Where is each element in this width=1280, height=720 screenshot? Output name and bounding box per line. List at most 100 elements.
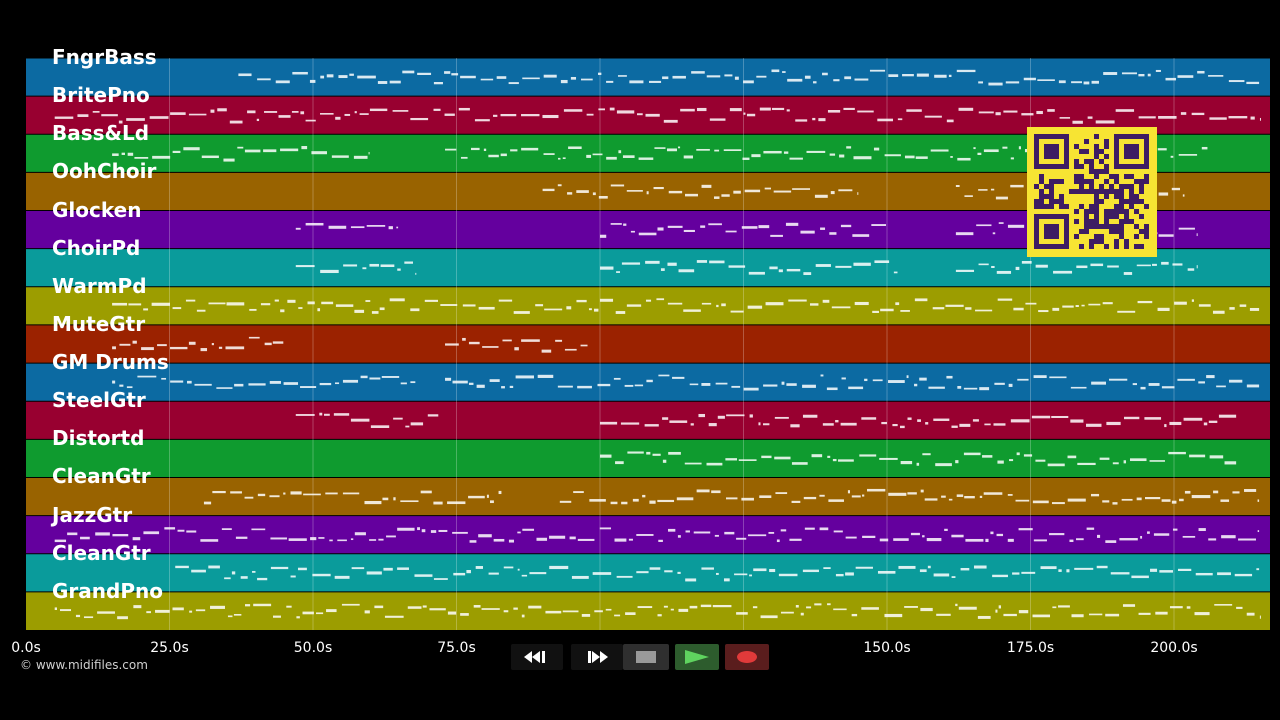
note (1062, 305, 1074, 308)
note (993, 423, 1006, 426)
note (919, 377, 927, 381)
note (845, 536, 857, 539)
note (344, 113, 351, 116)
track-label: GrandPno (52, 578, 163, 603)
note (620, 422, 640, 425)
note (840, 422, 857, 426)
stop-icon (636, 651, 656, 663)
note (543, 153, 555, 155)
note (343, 264, 358, 267)
note (392, 110, 409, 112)
note (451, 73, 459, 76)
note (478, 534, 492, 538)
note (386, 535, 396, 538)
note (1109, 378, 1128, 381)
note (175, 565, 189, 569)
note (734, 573, 748, 576)
note (1015, 499, 1030, 502)
note (200, 348, 208, 352)
note (861, 417, 877, 420)
rewind-button[interactable] (511, 644, 563, 670)
track-label: WarmPd (52, 273, 147, 298)
note (1186, 606, 1191, 609)
note (827, 603, 831, 606)
note (118, 120, 123, 124)
note (223, 158, 235, 162)
note (928, 386, 945, 389)
note (298, 307, 303, 309)
note (470, 147, 480, 151)
note (302, 611, 314, 615)
record-button[interactable] (725, 644, 769, 670)
note (955, 232, 974, 236)
note (774, 456, 791, 460)
note (899, 425, 905, 429)
note (1067, 455, 1077, 459)
note (835, 419, 839, 423)
note (1016, 452, 1020, 456)
note (717, 415, 725, 419)
note (1105, 613, 1120, 617)
note (1007, 494, 1013, 496)
note (366, 225, 386, 227)
note (1018, 610, 1029, 614)
note (701, 184, 712, 188)
note (172, 307, 182, 310)
note (1198, 528, 1206, 532)
note (389, 80, 401, 84)
note (893, 271, 898, 274)
track-label: FngrBass (52, 45, 157, 69)
note (224, 577, 231, 580)
note (1112, 502, 1118, 505)
note (1036, 110, 1043, 115)
note (897, 118, 903, 121)
note (1003, 613, 1017, 617)
play-button[interactable] (675, 644, 719, 670)
note (916, 73, 929, 77)
note (149, 116, 169, 119)
note (486, 494, 489, 498)
note (747, 305, 763, 309)
note (420, 490, 432, 494)
track-label: BritePno (52, 83, 150, 108)
note (838, 189, 853, 192)
note (874, 260, 890, 264)
note (857, 110, 874, 113)
note (421, 529, 426, 533)
note (944, 528, 948, 531)
note (738, 459, 757, 461)
note (854, 78, 869, 81)
note (1007, 224, 1025, 228)
note (924, 498, 938, 501)
note (822, 72, 828, 76)
note (795, 119, 808, 122)
stop-button[interactable] (623, 644, 669, 670)
note (851, 495, 861, 498)
fast-forward-button[interactable] (571, 644, 623, 670)
note (792, 188, 811, 190)
note (257, 493, 266, 497)
note (922, 535, 925, 538)
note (736, 537, 747, 540)
note (618, 150, 622, 154)
note (854, 301, 869, 306)
note (564, 348, 577, 351)
note (478, 306, 495, 310)
note (1097, 534, 1101, 538)
time-tick-label: 175.0s (1006, 640, 1055, 656)
note (1070, 419, 1084, 423)
note (573, 491, 584, 494)
note (996, 533, 1004, 537)
note (369, 108, 388, 112)
note (177, 529, 185, 532)
note (803, 272, 812, 276)
note (381, 376, 400, 378)
note (1171, 500, 1177, 504)
note (823, 567, 831, 570)
note (1229, 307, 1235, 310)
note (126, 118, 145, 121)
note (1137, 300, 1153, 304)
note (752, 606, 758, 609)
note (867, 488, 886, 492)
note (287, 299, 296, 303)
